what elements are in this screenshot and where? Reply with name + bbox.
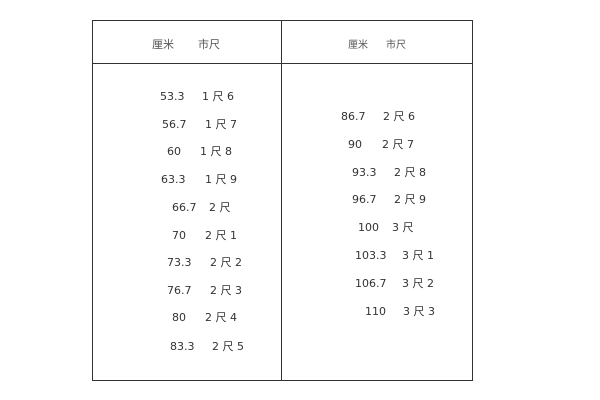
right-cm-value: 96.7: [352, 193, 377, 206]
left-chi-value: 2 尺: [209, 201, 231, 214]
left-cm-value: 70: [172, 229, 186, 242]
right-chi-value: 3 尺: [392, 221, 414, 234]
right-cm-value: 100: [358, 221, 379, 234]
right-cm-value: 106.7: [355, 277, 387, 290]
right-cm-value: 93.3: [352, 166, 377, 179]
right-cm-value: 86.7: [341, 110, 366, 123]
left-cm-value: 66.7: [172, 201, 197, 214]
left-chi-value: 1 尺 7: [205, 118, 237, 131]
left-chi-value: 1 尺 8: [200, 145, 232, 158]
left-chi-value: 2 尺 4: [205, 311, 237, 324]
table-border-left: [92, 20, 93, 381]
left-chi-value: 1 尺 9: [205, 173, 237, 186]
header-chi-left: 市尺: [198, 38, 220, 51]
left-cm-value: 80: [172, 311, 186, 324]
table-border-top: [92, 20, 473, 21]
header-chi-right: 市尺: [386, 40, 406, 51]
right-cm-value: 103.3: [355, 249, 387, 262]
table-border-right: [472, 20, 473, 381]
left-chi-value: 1 尺 6: [202, 90, 234, 103]
left-cm-value: 73.3: [167, 256, 192, 269]
table-border-bottom: [92, 380, 473, 381]
column-divider: [281, 20, 282, 381]
right-chi-value: 2 尺 9: [394, 193, 426, 206]
left-cm-value: 83.3: [170, 340, 195, 353]
right-cm-value: 90: [348, 138, 362, 151]
left-chi-value: 2 尺 3: [210, 284, 242, 297]
right-chi-value: 3 尺 1: [402, 249, 434, 262]
left-chi-value: 2 尺 1: [205, 229, 237, 242]
left-cm-value: 60: [167, 145, 181, 158]
left-cm-value: 56.7: [162, 118, 187, 131]
left-cm-value: 76.7: [167, 284, 192, 297]
left-chi-value: 2 尺 5: [212, 340, 244, 353]
left-chi-value: 2 尺 2: [210, 256, 242, 269]
right-chi-value: 2 尺 7: [382, 138, 414, 151]
header-cm-left: 厘米: [152, 38, 174, 51]
left-cm-value: 63.3: [161, 173, 186, 186]
right-cm-value: 110: [365, 305, 386, 318]
left-cm-value: 53.3: [160, 90, 185, 103]
header-divider: [92, 63, 473, 64]
right-chi-value: 3 尺 3: [403, 305, 435, 318]
header-cm-right: 厘米: [348, 40, 368, 51]
right-chi-value: 2 尺 6: [383, 110, 415, 123]
right-chi-value: 3 尺 2: [402, 277, 434, 290]
right-chi-value: 2 尺 8: [394, 166, 426, 179]
